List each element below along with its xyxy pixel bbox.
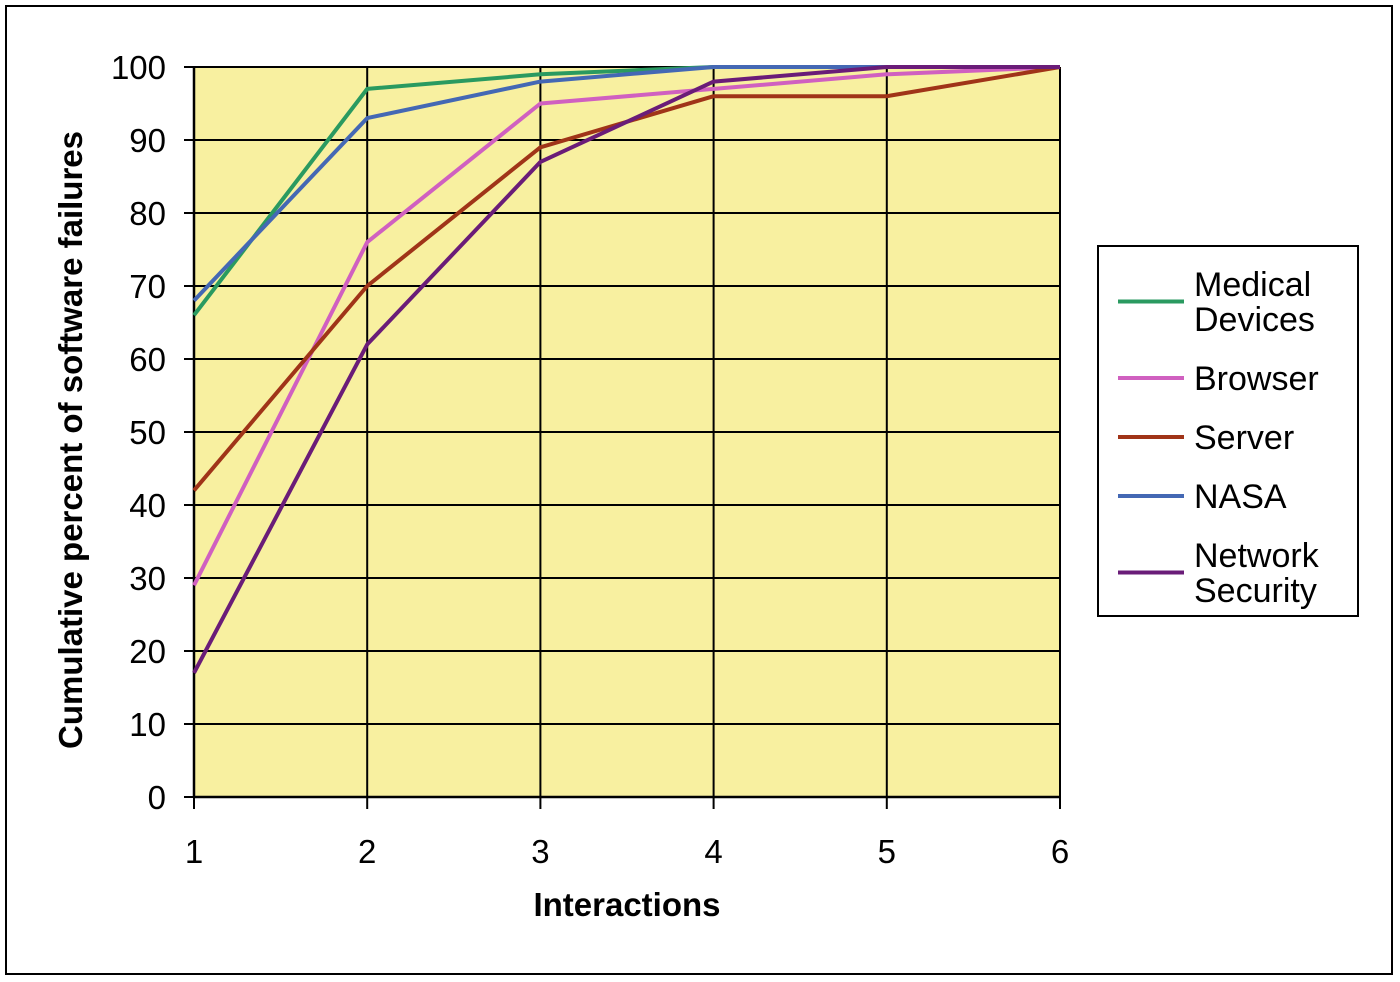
y-tick-label: 100 bbox=[111, 49, 166, 86]
legend-label: Devices bbox=[1194, 301, 1315, 339]
legend-label: Browser bbox=[1194, 360, 1319, 398]
tick-labels: 0 10 20 30 40 50 60 70 80 90 100 1 2 3 4 5 6 bbox=[111, 49, 1069, 870]
grid-lines bbox=[193, 66, 1061, 798]
x-tick-label: 3 bbox=[531, 833, 549, 870]
legend-label: NASA bbox=[1194, 478, 1287, 516]
y-tick-label: 80 bbox=[129, 195, 166, 232]
y-tick-label: 50 bbox=[129, 414, 166, 451]
x-axis-title: Interactions bbox=[533, 886, 720, 923]
y-tick-label: 90 bbox=[129, 122, 166, 159]
series-lines bbox=[192, 65, 1061, 674]
x-tick-label: 6 bbox=[1051, 833, 1069, 870]
x-tick-label: 5 bbox=[878, 833, 896, 870]
series-line-network-security bbox=[192, 65, 1060, 674]
legend-label: Network bbox=[1194, 537, 1320, 575]
y-tick-label: 20 bbox=[129, 633, 166, 670]
y-tick-label: 0 bbox=[148, 779, 166, 816]
legend-label: Security bbox=[1194, 572, 1317, 610]
x-tick-label: 1 bbox=[185, 833, 203, 870]
x-tick-label: 4 bbox=[704, 833, 722, 870]
y-axis-title: Cumulative percent of software failures bbox=[52, 131, 89, 749]
legend-label: Server bbox=[1194, 419, 1294, 457]
y-tick-label: 40 bbox=[129, 487, 166, 524]
axes bbox=[184, 66, 1061, 809]
legend-label: Medical bbox=[1194, 266, 1311, 304]
y-tick-label: 70 bbox=[129, 268, 166, 305]
y-tick-label: 30 bbox=[129, 560, 166, 597]
legend-box bbox=[1097, 245, 1359, 617]
series-line-browser bbox=[192, 65, 1061, 587]
y-tick-label: 60 bbox=[129, 341, 166, 378]
x-tick-label: 2 bbox=[358, 833, 376, 870]
y-tick-label: 10 bbox=[129, 706, 166, 743]
